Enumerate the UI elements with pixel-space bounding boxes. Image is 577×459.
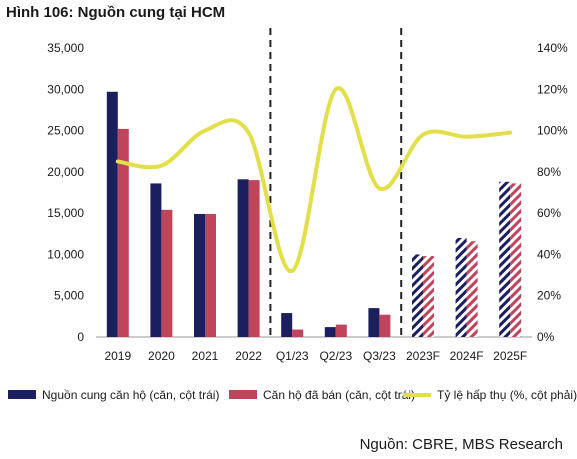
x-tick-label: 2025F [493,349,527,363]
x-axis-labels: 2019 2020 2021 2022 Q1/23 Q2/23 Q3/23 2023F 2024… [104,349,527,363]
y-right-tick-label: 40% [537,247,561,261]
bar-supply [324,327,336,337]
bar-supply [499,181,511,337]
y-right-tick-label: 120% [537,82,568,96]
y-right-tick-label: 0% [537,330,555,344]
bar-supply [150,183,162,337]
x-tick-label: Q1/23 [276,349,309,363]
bar-sold [510,183,522,337]
bar-sold [466,241,478,337]
legend: Nguồn cung căn hộ (căn, cột trái) Căn hộ … [8,388,577,402]
bar-supply [194,213,205,337]
bar-sold [117,128,129,337]
y-right-tick-label: 60% [537,206,561,220]
bar-sold [335,324,347,337]
y-right-tick-label: 100% [537,124,568,138]
bar-supply [455,237,467,337]
right-axis: 0% 20% 40% 60% 80% 100% 120% 140% [537,41,568,344]
bar-supply [368,308,380,337]
y-right-tick-label: 140% [537,41,568,55]
bar-sold [248,180,260,337]
y-left-tick-label: 15,000 [47,206,84,220]
legend-label-supply: Nguồn cung căn hộ (căn, cột trái) [42,388,219,402]
legend-swatch-supply [8,390,36,399]
y-left-tick-label: 5,000 [54,289,84,303]
bar-supply [106,91,118,338]
x-tick-label: Q2/23 [319,349,352,363]
absorption-line [115,86,513,273]
x-tick-label: 2024F [450,349,484,363]
line-series [115,86,513,273]
bar-sold [292,329,304,337]
y-left-tick-label: 10,000 [47,247,84,261]
x-tick-label: 2020 [148,349,175,363]
bar-sold [379,314,391,337]
legend-swatch-sold [229,390,257,399]
bar-supply [412,254,423,337]
bar-sold [205,213,216,337]
x-tick-label: 2019 [104,349,131,363]
period-separators [269,28,403,337]
legend-label-sold: Căn hộ đã bán (căn, cột trái) [263,388,415,402]
bar-sold [161,209,173,337]
x-tick-label: 2023F [406,349,440,363]
bar-supply [237,179,249,337]
x-tick-label: 2022 [235,349,262,363]
legend-label-absorption: Tỷ lệ hấp thụ (%, cột phải) [437,388,577,402]
bar-series [106,91,522,338]
y-left-tick-label: 25,000 [47,124,84,138]
bar-sold [423,256,434,337]
y-left-tick-label: 20,000 [47,165,84,179]
x-tick-label: 2021 [192,349,219,363]
source-note: Nguồn: CBRE, MBS Research [359,436,563,453]
y-left-tick-label: 30,000 [47,82,84,96]
bar-supply [281,313,293,337]
y-left-tick-label: 35,000 [47,41,84,55]
y-left-tick-label: 0 [77,330,84,344]
y-right-tick-label: 80% [537,165,561,179]
y-right-tick-label: 20% [537,289,561,303]
chart-title: Hình 106: Nguồn cung tại HCM [6,4,226,21]
x-tick-label: Q3/23 [363,349,396,363]
